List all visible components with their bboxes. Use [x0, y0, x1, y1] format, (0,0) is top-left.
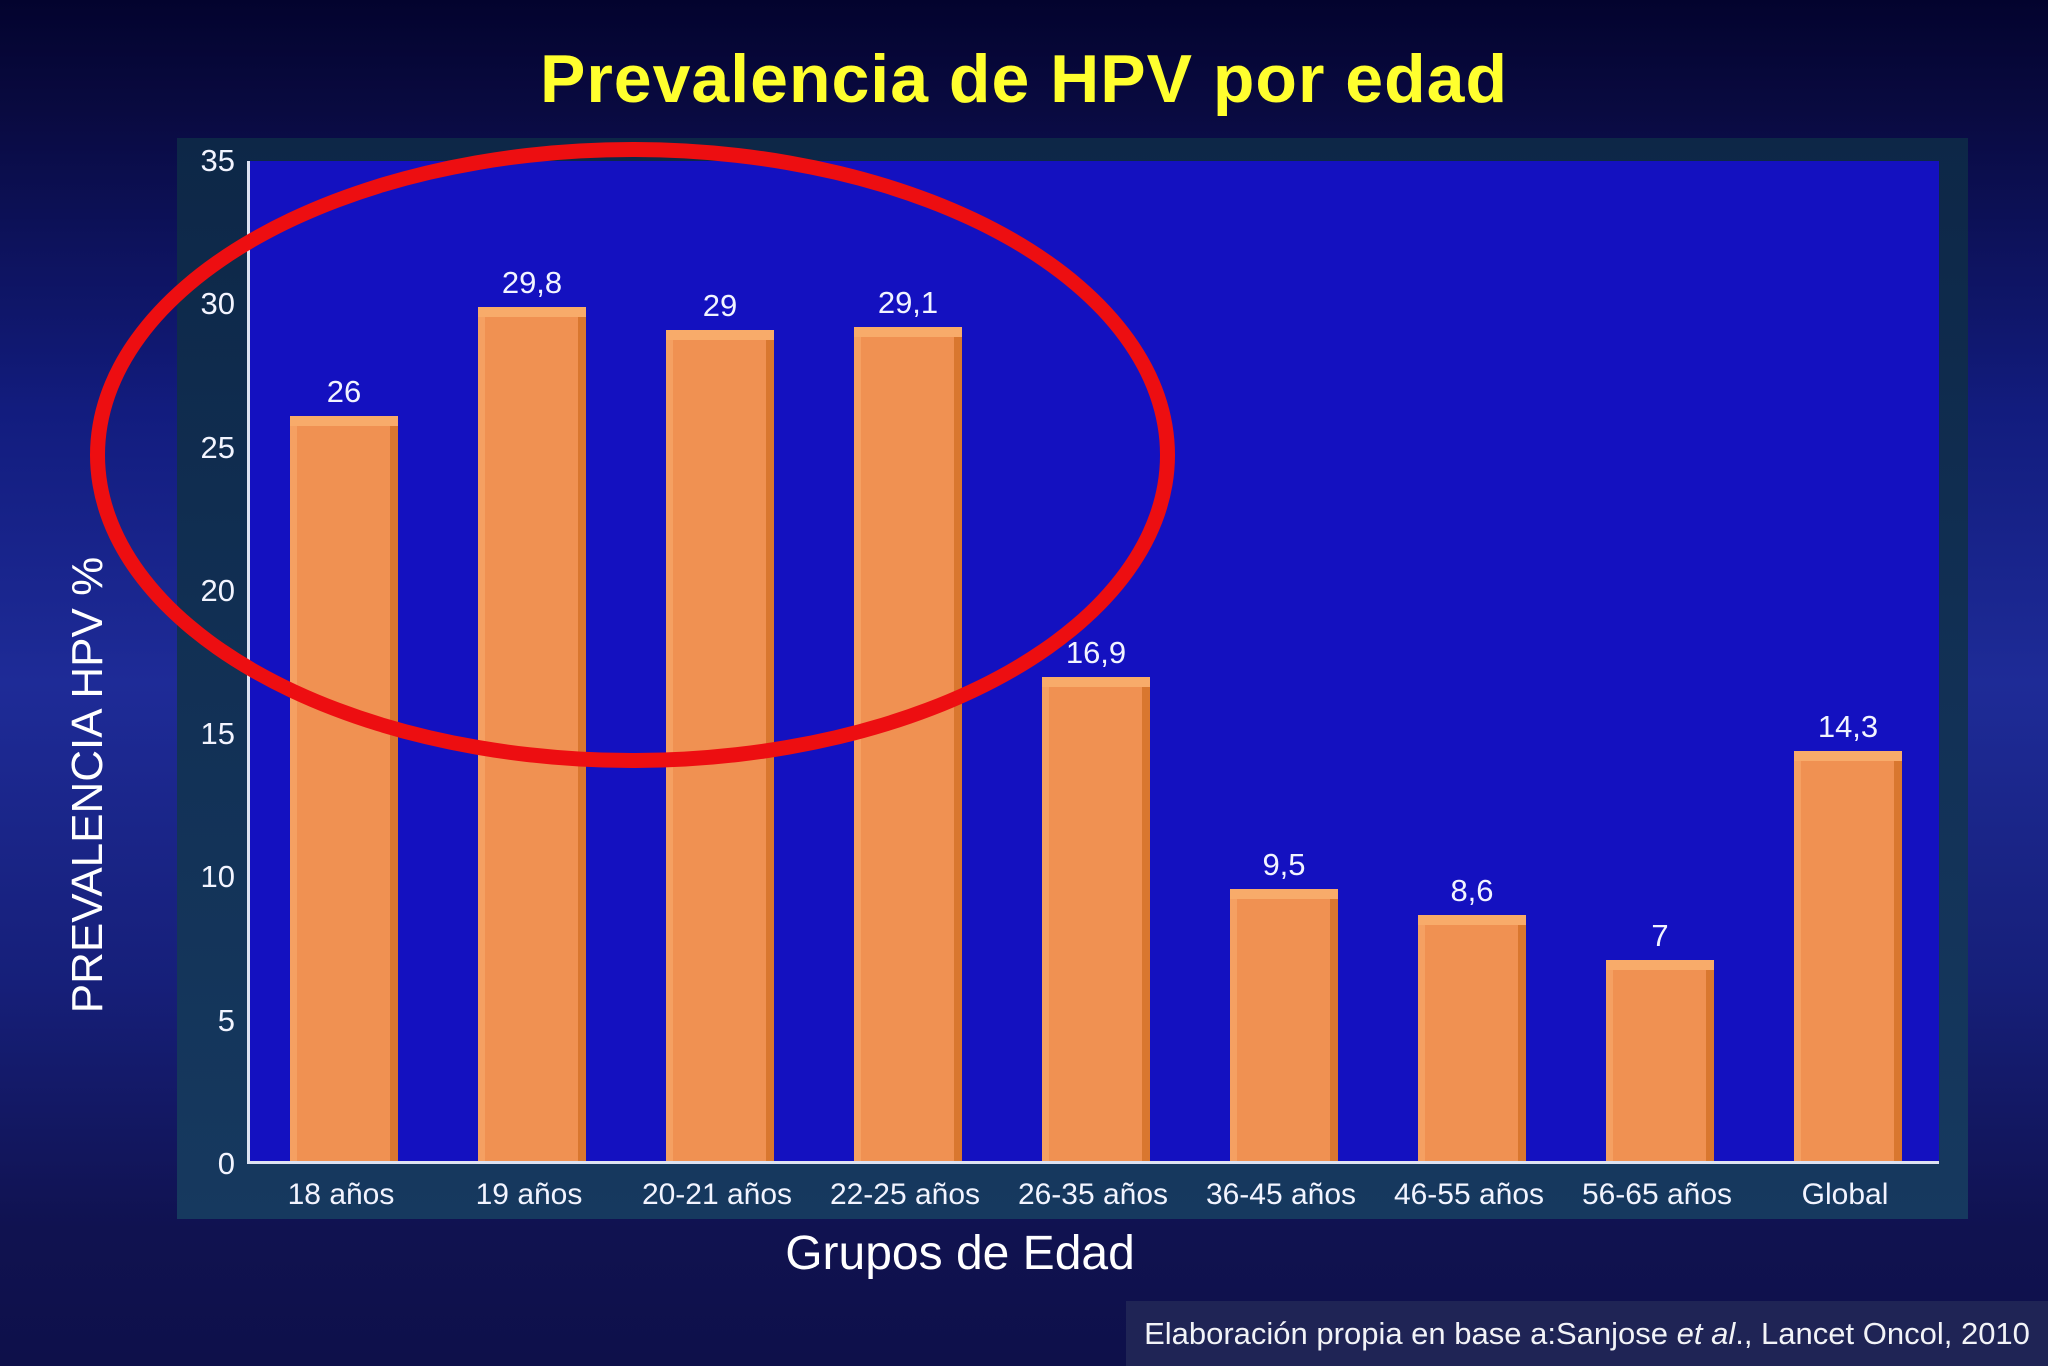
- x-axis-tick-label: 18 años: [287, 1178, 395, 1211]
- bar-46-55 años: [1418, 914, 1526, 1161]
- slide-title: Prevalencia de HPV por edad: [539, 41, 1509, 117]
- bar-value-label: 29,8: [501, 265, 563, 301]
- citation-prefix: Elaboración propia en base a:Sanjose: [1144, 1315, 1677, 1351]
- x-axis-tick-label: 19 años: [475, 1178, 583, 1211]
- y-axis-tick-label: 35: [200, 143, 235, 178]
- x-axis-tick-label: 22-25 años: [829, 1178, 981, 1211]
- x-axis-title: Grupos de Edad: [785, 1227, 1135, 1280]
- bar-56-65 años: [1606, 960, 1714, 1161]
- citation-suffix: ., Lancet Oncol, 2010: [1735, 1315, 2030, 1351]
- citation: Elaboración propia en base a:Sanjose et …: [1126, 1301, 2048, 1366]
- y-axis-tick-label: 30: [200, 286, 235, 322]
- bar-value-label: 26: [326, 373, 362, 409]
- x-axis-tick-label: 46-55 años: [1393, 1178, 1545, 1211]
- bar-value-label: 14,3: [1817, 709, 1879, 745]
- chart-panel: 0 5 10 15 20 25 30 35 26 29,8 29 29,1 16,9 9,5 8,6 7 14…: [177, 138, 1968, 1219]
- y-axis-tick-label: 15: [200, 716, 235, 752]
- bar-Global: [1794, 751, 1902, 1161]
- x-axis-tick-label: 36-45 años: [1205, 1178, 1357, 1211]
- y-axis-tick-label: 10: [200, 859, 235, 895]
- y-axis-tick-label: 20: [200, 572, 235, 608]
- bar-26-35 años: [1042, 676, 1150, 1161]
- plot-area: 26 29,8 29 29,1 16,9 9,5 8,6 7 14,3: [247, 161, 1939, 1164]
- bar-18 años: [290, 415, 398, 1161]
- bar-36-45 años: [1230, 888, 1338, 1161]
- bar-value-label: 7: [1651, 918, 1669, 954]
- bar-value-label: 16,9: [1065, 634, 1127, 670]
- bar-value-label: 29: [702, 287, 738, 323]
- bar-value-label: 29,1: [877, 285, 939, 321]
- bar-19 años: [478, 307, 586, 1161]
- y-axis-tick-label: 25: [200, 429, 235, 465]
- bar-20-21 años: [666, 329, 774, 1161]
- y-axis-title: PREVALENCIA HPV %: [63, 556, 112, 1014]
- x-axis-tick-label: Global: [1801, 1178, 1889, 1211]
- bar-22-25 años: [854, 327, 962, 1161]
- bar-value-label: 8,6: [1450, 872, 1494, 908]
- bar-value-label: 9,5: [1262, 846, 1306, 882]
- x-axis-tick-label: 56-65 años: [1581, 1178, 1733, 1211]
- y-axis-tick-label: 0: [217, 1146, 235, 1181]
- y-axis-tick-label: 5: [217, 1002, 235, 1038]
- x-axis-tick-label: 26-35 años: [1017, 1178, 1169, 1211]
- citation-italic: et al: [1676, 1315, 1736, 1351]
- x-axis-tick-label: 20-21 años: [641, 1178, 793, 1211]
